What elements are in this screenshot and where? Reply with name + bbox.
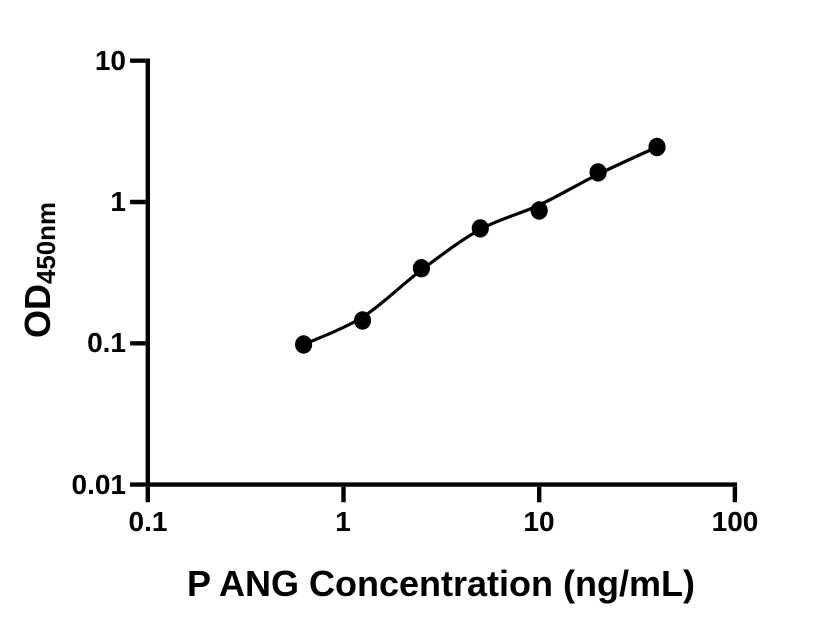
y-axis-title-subscript: 450nm bbox=[32, 201, 61, 285]
y-axis-title: OD450nm bbox=[15, 110, 61, 430]
y-tick-label-0.01: 0.01 bbox=[71, 469, 127, 500]
data-point-marker bbox=[353, 311, 372, 330]
x-tick-label-0.1: 0.1 bbox=[128, 506, 168, 537]
y-axis-title-main: OD bbox=[17, 284, 58, 339]
data-point-marker bbox=[412, 259, 430, 278]
data-point-marker bbox=[648, 137, 666, 157]
x-tick-label-1: 1 bbox=[335, 506, 351, 537]
x-tick-label-10: 10 bbox=[523, 506, 555, 537]
y-tick-label-10: 10 bbox=[94, 45, 126, 76]
data-point-marker bbox=[295, 335, 313, 354]
axis-ticks bbox=[130, 58, 738, 503]
x-tick-label-100: 100 bbox=[711, 506, 759, 537]
data-point-marker bbox=[589, 163, 607, 182]
axes bbox=[145, 58, 738, 487]
y-tick-label-0.1: 0.1 bbox=[87, 327, 126, 358]
data-point-marker bbox=[530, 201, 548, 220]
x-axis-title: P ANG Concentration (ng/mL) bbox=[187, 563, 695, 604]
data-point-marker bbox=[471, 219, 489, 238]
y-tick-label-1: 1 bbox=[110, 186, 126, 217]
